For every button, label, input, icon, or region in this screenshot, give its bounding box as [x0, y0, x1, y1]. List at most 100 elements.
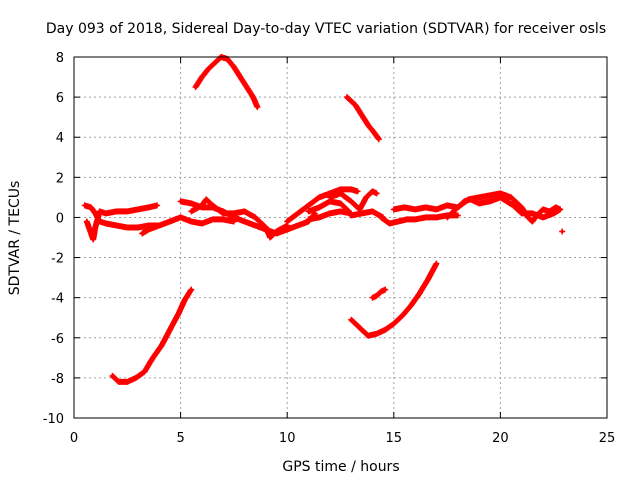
- data-point: [358, 326, 362, 330]
- series-arc-18: [559, 228, 566, 235]
- series-arc-12: [444, 194, 564, 221]
- data-point: [189, 209, 193, 213]
- series-arc-3: [139, 214, 237, 237]
- data-point: [110, 374, 114, 378]
- series-arc-16: [348, 260, 440, 339]
- x-tick-label: 0: [70, 431, 78, 446]
- data-point: [189, 219, 193, 224]
- data-point: [375, 332, 379, 336]
- data-point: [392, 322, 396, 326]
- series-arc-17: [369, 286, 389, 301]
- x-tick-label: 10: [279, 431, 296, 446]
- data-point: [306, 203, 311, 207]
- data-point: [168, 328, 172, 332]
- data-point: [221, 211, 225, 215]
- data-point: [317, 215, 321, 219]
- data-point: [206, 67, 210, 71]
- data-point: [370, 296, 375, 300]
- data-point: [232, 215, 236, 219]
- data-point: [328, 199, 332, 203]
- y-tick-label: 4: [56, 131, 64, 146]
- data-point: [136, 207, 140, 211]
- data-point: [179, 199, 183, 203]
- data-point: [413, 207, 417, 211]
- data-point: [189, 288, 193, 292]
- series-arc-14: [343, 94, 382, 143]
- data-point: [498, 191, 502, 195]
- data-point: [285, 223, 289, 228]
- data-point: [221, 217, 225, 221]
- data-point: [238, 75, 242, 79]
- data-point: [511, 203, 515, 207]
- data-point: [375, 294, 379, 298]
- data-point: [253, 223, 257, 228]
- data-point: [434, 207, 438, 211]
- data-point: [456, 205, 460, 209]
- data-point: [488, 193, 492, 197]
- data-point: [530, 211, 535, 215]
- data-point: [488, 199, 492, 203]
- data-point: [445, 215, 449, 219]
- data-point: [366, 334, 370, 338]
- data-point: [456, 213, 460, 217]
- data-point: [383, 328, 387, 332]
- data-point: [243, 209, 247, 213]
- data-point: [296, 223, 300, 228]
- data-point: [200, 221, 204, 226]
- data-point: [530, 219, 535, 224]
- x-axis-label: GPS time / hours: [282, 459, 399, 475]
- data-point: [554, 205, 558, 209]
- data-point: [426, 278, 430, 282]
- data-point: [338, 201, 343, 205]
- data-point: [136, 225, 140, 230]
- data-point: [558, 207, 562, 211]
- data-point: [328, 211, 332, 215]
- data-point: [251, 95, 255, 99]
- data-point: [168, 219, 172, 224]
- data-point: [104, 221, 108, 226]
- chart-title: Day 093 of 2018, Sidereal Day-to-day VTE…: [46, 21, 606, 37]
- data-point: [349, 199, 353, 203]
- y-axis-label: SDTVAR / TECUs: [7, 181, 23, 296]
- data-point: [193, 85, 198, 89]
- data-point: [345, 95, 349, 99]
- data-point: [268, 235, 272, 240]
- data-point: [125, 380, 129, 384]
- data-point: [264, 225, 268, 230]
- data-point: [375, 191, 379, 195]
- data-point: [560, 229, 564, 234]
- y-tick-label: 0: [56, 211, 64, 226]
- data-point: [83, 203, 87, 207]
- data-point: [274, 229, 279, 234]
- data-point: [232, 65, 236, 69]
- tick-labels: 0 5 10 15 20 25 -10 -8 -6 -4 -2 0 2 4 6 8: [43, 51, 616, 446]
- data-point: [413, 217, 417, 221]
- series-arc-13: [192, 54, 261, 111]
- data-point: [402, 205, 407, 209]
- data-point: [125, 225, 129, 230]
- data-point: [434, 262, 438, 266]
- data-point: [392, 207, 396, 211]
- data-point: [400, 314, 404, 318]
- grid-lines: [74, 57, 607, 418]
- y-tick-label: 6: [56, 91, 64, 106]
- data-point: [356, 189, 360, 193]
- data-point: [306, 209, 311, 213]
- data-marker-trace: [192, 54, 261, 111]
- data-point: [434, 215, 438, 219]
- data-point: [370, 189, 375, 193]
- data-point: [151, 356, 155, 360]
- data-point: [134, 376, 138, 380]
- y-tick-label: 8: [56, 51, 64, 66]
- data-point: [358, 207, 362, 211]
- data-point: [405, 217, 409, 221]
- data-point: [253, 215, 257, 219]
- data-point: [306, 217, 311, 221]
- series-arc-9: [305, 208, 355, 223]
- data-point: [424, 215, 428, 219]
- data-point: [379, 215, 383, 219]
- data-point: [117, 380, 121, 384]
- y-tick-label: -6: [51, 332, 64, 347]
- x-tick-label: 20: [492, 431, 509, 446]
- x-tick-label: 25: [599, 431, 616, 446]
